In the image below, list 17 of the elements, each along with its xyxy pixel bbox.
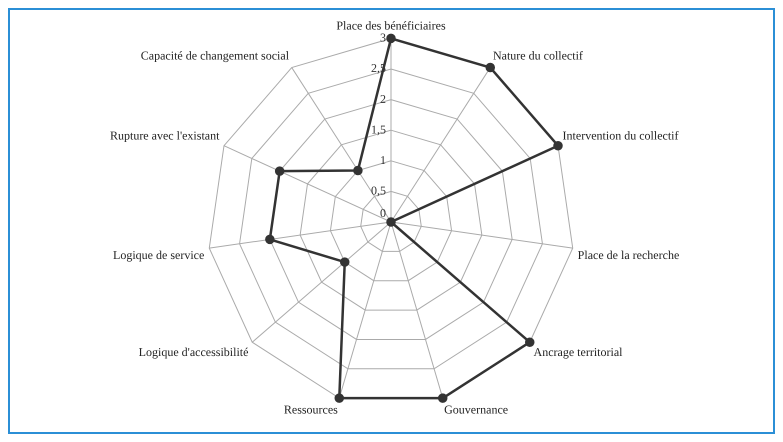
spoke-label: Logique d'accessibilité xyxy=(138,344,248,359)
spoke-label: Intervention du collectif xyxy=(562,128,679,143)
spoke-label: Capacité de changement social xyxy=(140,48,290,62)
y-tick-label: 3 xyxy=(380,30,386,45)
y-tick-label: 0 xyxy=(380,206,386,220)
y-tick-label: 1,5 xyxy=(371,122,386,136)
spoke-label: Logique de service xyxy=(113,248,204,262)
y-tick-label: 0,5 xyxy=(371,184,386,198)
spoke-label: Rupture avec l'existant xyxy=(110,128,220,143)
y-tick-label: 1 xyxy=(380,152,386,167)
spoke-label: Place de la recherche xyxy=(578,248,680,262)
spoke-label: Place des bénéficiaires xyxy=(336,18,446,32)
spoke-label: Gouvernance xyxy=(444,402,508,416)
spoke-label: Ancrage territorial xyxy=(534,344,624,359)
y-tick-label: 2 xyxy=(380,92,386,106)
spoke-label: Ressources xyxy=(284,402,338,416)
spoke-label: Nature du collectif xyxy=(492,48,583,62)
